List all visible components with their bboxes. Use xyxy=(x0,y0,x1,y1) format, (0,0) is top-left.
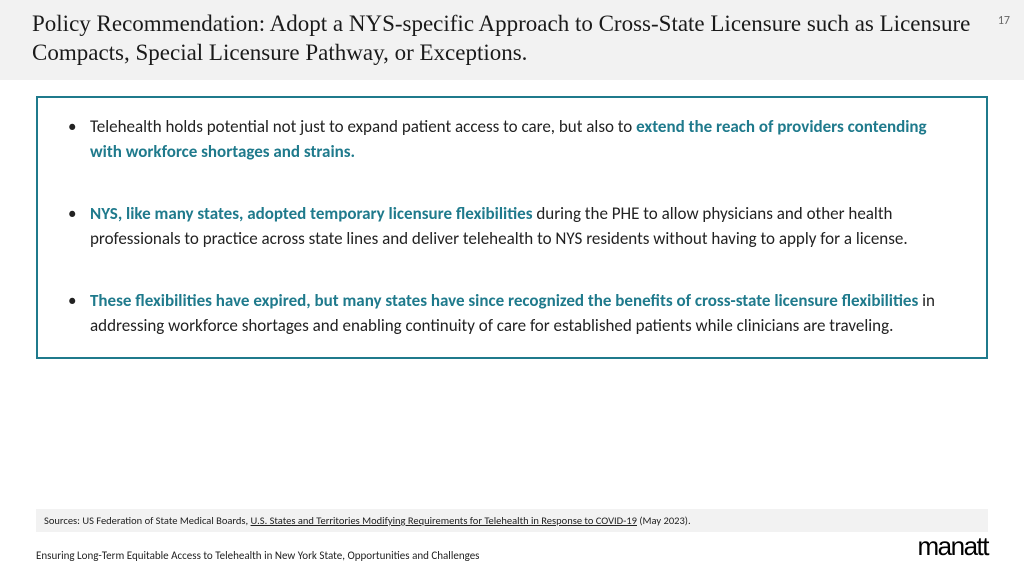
bullet-item: These flexibilities have expired, but ma… xyxy=(64,288,960,339)
sources-suffix: (May 2023). xyxy=(637,514,691,527)
page-number: 17 xyxy=(998,14,1010,28)
brand-logo: manatt xyxy=(918,531,989,562)
header-band: Policy Recommendation: Adopt a NYS-speci… xyxy=(0,0,1024,80)
sources-band: Sources: US Federation of State Medical … xyxy=(36,509,988,532)
bullet-item: Telehealth holds potential not just to e… xyxy=(64,114,960,165)
bullet-list: Telehealth holds potential not just to e… xyxy=(64,114,960,339)
sources-link[interactable]: U.S. States and Territories Modifying Re… xyxy=(251,514,637,527)
bullet-text-emph: NYS, like many states, adopted temporary… xyxy=(90,203,533,224)
sources-prefix: Sources: US Federation of State Medical … xyxy=(44,514,251,527)
content-box: Telehealth holds potential not just to e… xyxy=(36,96,988,359)
page-title: Policy Recommendation: Adopt a NYS-speci… xyxy=(32,10,982,68)
bullet-text-plain: Telehealth holds potential not just to e… xyxy=(90,116,636,137)
footer: Ensuring Long-Term Equitable Access to T… xyxy=(36,531,988,562)
bullet-item: NYS, like many states, adopted temporary… xyxy=(64,201,960,252)
bullet-text-emph: These flexibilities have expired, but ma… xyxy=(90,290,918,311)
footer-subtitle: Ensuring Long-Term Equitable Access to T… xyxy=(36,549,479,562)
